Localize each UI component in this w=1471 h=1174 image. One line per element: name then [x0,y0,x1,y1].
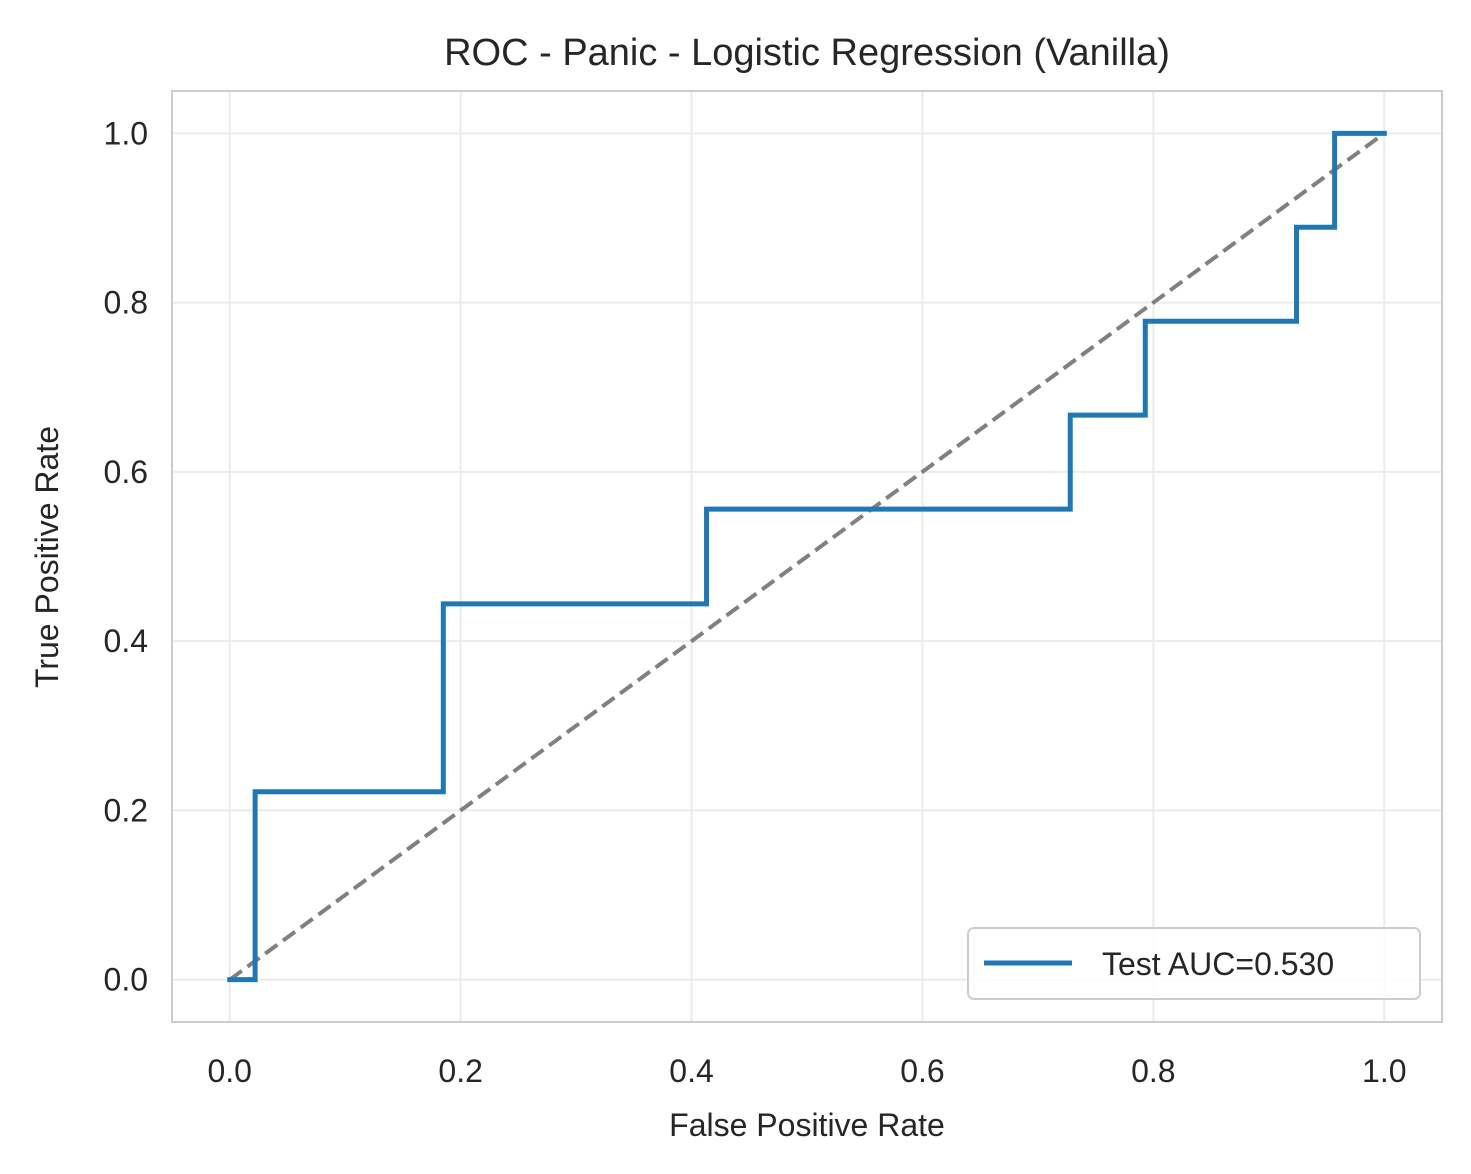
legend-box [967,927,1421,1000]
series-layer [227,130,1387,983]
chance-diagonal-line [228,131,1386,982]
x-tick-label: 0.4 [669,1053,713,1089]
y-tick-label: 1.0 [104,115,148,151]
chart-title: ROC - Panic - Logistic Regression (Vanil… [444,32,1170,74]
y-axis-label: True Positive Rate [29,426,65,688]
legend: Test AUC=0.530 [967,927,1421,1000]
x-tick-label: 0.8 [1131,1053,1175,1089]
x-tick-label: 0.6 [900,1053,944,1089]
gridlines [172,91,1442,1022]
plot-frame [171,90,1443,1023]
y-tick-label: 0.4 [104,623,148,659]
x-tick-label: 0.2 [438,1053,482,1089]
x-axis-label: False Positive Rate [669,1107,945,1143]
y-tick-label: 0.0 [104,962,148,998]
tick-labels: 0.0 0.2 0.4 0.6 0.8 1.0 0.0 0.2 0.4 0.6 0.8 1.0 [104,115,1407,1089]
y-tick-label: 0.8 [104,285,148,321]
roc-curve-line [227,130,1387,983]
legend-label: Test AUC=0.530 [1102,946,1334,982]
y-tick-label: 0.2 [104,792,148,828]
x-tick-label: 1.0 [1362,1053,1406,1089]
x-tick-label: 0.0 [207,1053,251,1089]
y-tick-label: 0.6 [104,454,148,490]
